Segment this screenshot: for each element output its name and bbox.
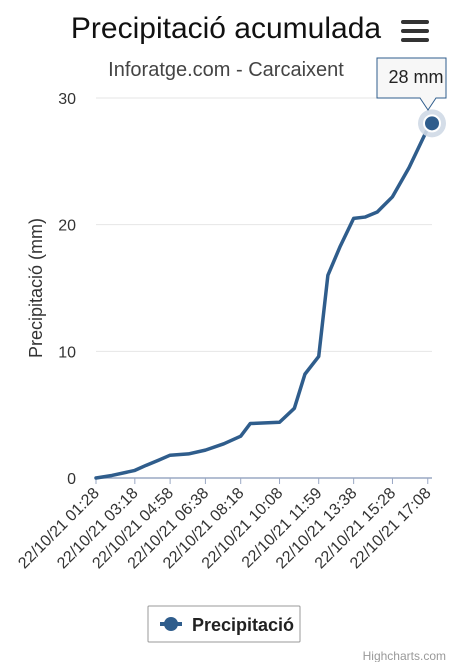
y-axis-ticks: 0 10 20 30 <box>58 91 76 488</box>
series-layer <box>94 109 446 480</box>
grid-lines <box>96 97 432 479</box>
tooltip: 28 mm <box>376 57 447 111</box>
y-tick-label: 0 <box>67 471 76 488</box>
y-tick-label: 30 <box>58 91 76 108</box>
y-tick-label: 20 <box>58 218 76 235</box>
legend[interactable]: Precipitació <box>147 605 301 643</box>
y-axis-title: Precipitació (mm) <box>26 218 46 358</box>
highlighted-data-point[interactable] <box>423 114 441 133</box>
y-tick-label: 10 <box>58 344 76 361</box>
hamburger-menu-icon[interactable] <box>401 20 429 42</box>
tooltip-text: 28 mm <box>388 67 443 87</box>
chart-subtitle: Inforatge.com - Carcaixent <box>108 59 344 81</box>
chart-credits[interactable]: Highcharts.com <box>363 649 446 662</box>
chart-title: Precipitació acumulada <box>71 12 381 45</box>
legend-series-label: Precipitació <box>192 615 294 635</box>
series-line-precipitacio[interactable] <box>94 121 434 480</box>
